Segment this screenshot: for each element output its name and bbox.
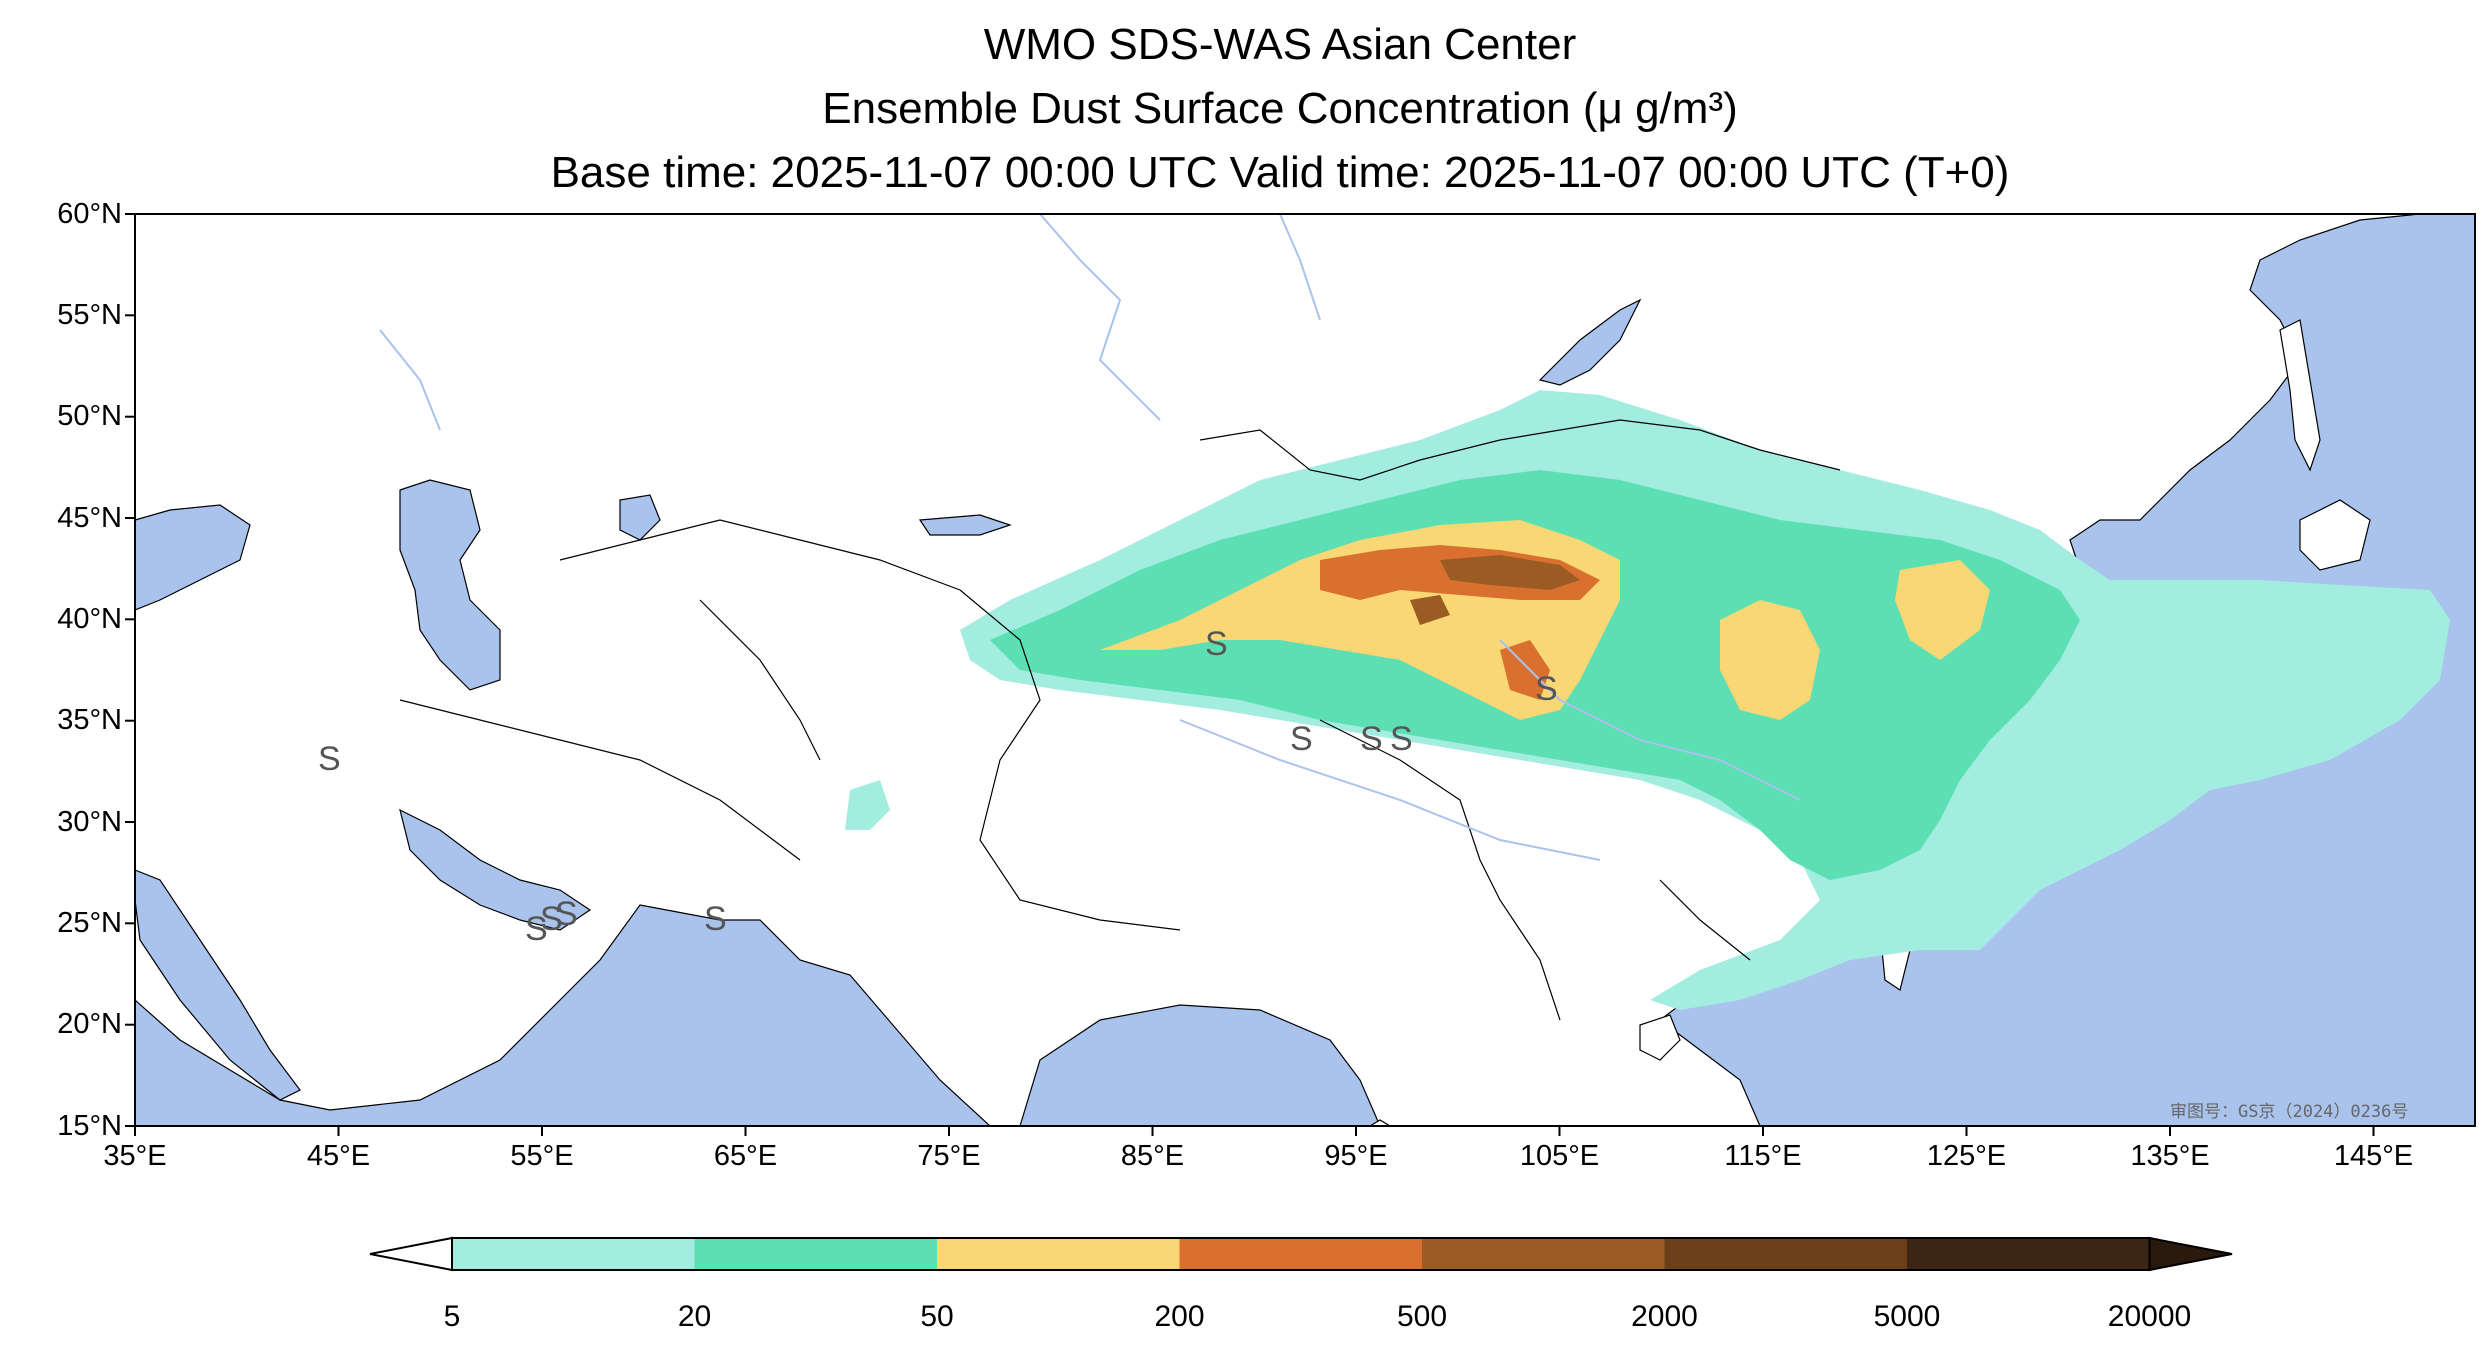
colorbar-swatch bbox=[1664, 1238, 1907, 1270]
lon-label: 65°E bbox=[713, 1140, 778, 1172]
dust-500-2000 bbox=[1440, 555, 1580, 590]
lon-label: 115°E bbox=[1724, 1140, 1802, 1172]
bay-of-bengal bbox=[1019, 1004, 1381, 1126]
lon-label: 135°E bbox=[2130, 1140, 2210, 1172]
lat-label: 60°N bbox=[57, 198, 122, 230]
colorbar-label: 500 bbox=[1396, 1300, 1448, 1333]
caspian-sea bbox=[399, 479, 501, 691]
station-marker: S bbox=[1205, 625, 1228, 663]
station-marker: S bbox=[555, 895, 578, 933]
map-frame bbox=[134, 213, 2476, 1127]
time-info: Base time: 2025-11-07 00:00 UTC Valid ti… bbox=[550, 148, 2010, 197]
lat-label: 55°N bbox=[57, 299, 122, 331]
sakhalin bbox=[2279, 319, 2321, 472]
hainan bbox=[1639, 1014, 1681, 1061]
lat-label: 45°N bbox=[57, 502, 122, 534]
rivers-layer bbox=[379, 214, 1801, 861]
dust-stations: S S S S S S S S S S bbox=[318, 625, 1558, 948]
station-marker: S bbox=[540, 900, 563, 938]
colorbar-swatch bbox=[1422, 1238, 1665, 1270]
lake-baikal bbox=[1538, 298, 1642, 386]
lat-label: 35°N bbox=[57, 704, 122, 736]
colorbar-label: 2000 bbox=[1631, 1300, 1698, 1333]
station-marker: S bbox=[704, 900, 727, 938]
lon-label: 45°E bbox=[306, 1140, 371, 1172]
lon-label: 35°E bbox=[103, 1140, 167, 1172]
colorbar-swatch bbox=[1179, 1238, 1422, 1270]
station-marker: S bbox=[1535, 670, 1558, 708]
sri-lanka-placeholder bbox=[1368, 1119, 1392, 1126]
lat-label: 50°N bbox=[57, 400, 122, 432]
lat-label: 30°N bbox=[57, 806, 122, 838]
chart-title: WMO SDS-WAS Asian Center bbox=[983, 20, 1577, 69]
lon-label: 55°E bbox=[510, 1140, 574, 1172]
lake-balkhash bbox=[918, 514, 1012, 536]
colorbar-swatch bbox=[1907, 1238, 2150, 1270]
station-marker: S bbox=[1290, 720, 1313, 758]
colorbar-label: 50 bbox=[920, 1300, 954, 1333]
lon-label: 85°E bbox=[1120, 1140, 1185, 1172]
colorbar bbox=[369, 1236, 2233, 1272]
lat-label: 20°N bbox=[57, 1008, 122, 1040]
lon-label: 145°E bbox=[2333, 1140, 2414, 1172]
colorbar-min-arrow bbox=[369, 1236, 453, 1272]
red-sea bbox=[135, 869, 301, 1101]
colorbar-label: 20 bbox=[677, 1300, 712, 1333]
lat-label: 15°N bbox=[57, 1110, 122, 1142]
dust-50-200-east bbox=[1720, 600, 1820, 720]
colorbar-label: 20000 bbox=[2107, 1300, 2192, 1333]
persian-gulf bbox=[399, 808, 592, 931]
colorbar-label: 5000 bbox=[1873, 1300, 1941, 1333]
station-marker: S bbox=[525, 910, 548, 948]
lon-label: 95°E bbox=[1324, 1140, 1388, 1172]
station-marker: S bbox=[318, 740, 341, 778]
lon-label: 75°E bbox=[917, 1140, 981, 1172]
chart-subtitle: Ensemble Dust Surface Concentration (μ g… bbox=[822, 84, 1738, 133]
colorbar-label: 5 bbox=[443, 1300, 461, 1333]
dust-500-2000-b bbox=[1410, 595, 1450, 625]
dust-50-200-ne bbox=[1895, 560, 1990, 660]
colorbar-swatch bbox=[937, 1238, 1180, 1270]
black-sea bbox=[135, 504, 251, 611]
lat-label: 40°N bbox=[57, 603, 122, 635]
dust-200-500-b bbox=[1500, 640, 1550, 700]
colorbar-swatch bbox=[694, 1238, 937, 1270]
colorbar-label: 200 bbox=[1154, 1300, 1205, 1333]
lat-label: 25°N bbox=[57, 907, 122, 939]
colorbar-swatch bbox=[452, 1238, 695, 1270]
arabian-sea bbox=[135, 904, 991, 1126]
aral-sea bbox=[619, 494, 661, 541]
map-approval-number: 审图号：GS京（2024）0236号 bbox=[2170, 1102, 2409, 1122]
tick-marks bbox=[125, 213, 2375, 1136]
lon-label: 105°E bbox=[1519, 1140, 1600, 1172]
lon-label: 125°E bbox=[1926, 1140, 2007, 1172]
station-marker: S bbox=[1390, 720, 1413, 758]
borders-layer bbox=[399, 419, 1841, 1021]
station-marker: S bbox=[1360, 720, 1383, 758]
colorbar-max-arrow bbox=[2148, 1236, 2233, 1272]
dust-5-20-patch bbox=[845, 780, 890, 830]
hokkaido bbox=[2299, 499, 2371, 571]
